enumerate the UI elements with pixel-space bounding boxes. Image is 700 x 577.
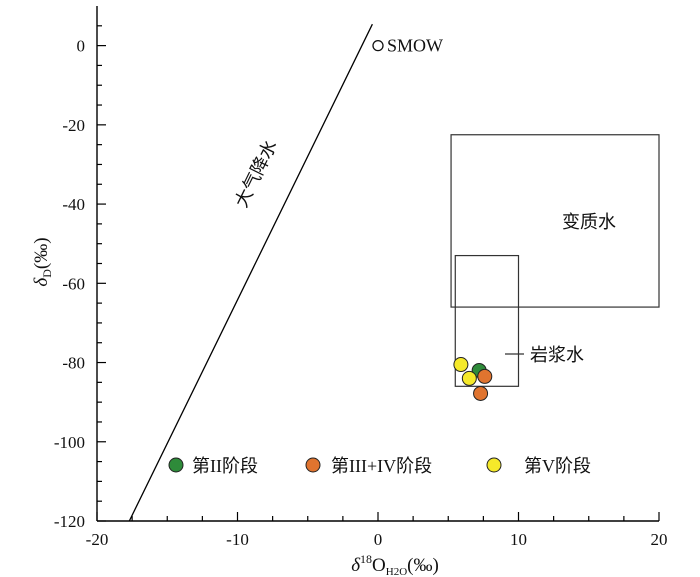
legend-marker-2	[305, 457, 321, 473]
y-axis-label: δD(‰)	[31, 237, 54, 286]
legend-label-2: 第III+IV阶段	[331, 456, 432, 476]
metamorphic-water-box	[450, 134, 660, 308]
metamorphic-water-label: 变质水	[562, 212, 616, 232]
y-tick-label: -20	[62, 116, 85, 135]
magmatic-water-label: 岩浆水	[530, 345, 584, 365]
x-axis-label: δ18OH2O(‰)	[351, 552, 439, 577]
y-tick-label: 0	[77, 37, 86, 56]
axes: 0-20-40-60-80-100-120-20 -10 0 10 20δ18OH2O(…	[31, 6, 668, 577]
smow-marker	[372, 39, 384, 52]
y-tick-label: -40	[62, 195, 85, 214]
data-point-series-3	[453, 357, 469, 373]
legend-label-3: 第V阶段	[524, 456, 591, 476]
magmatic-water-box	[454, 254, 520, 387]
meteoric-water-label: 大气降水	[231, 137, 281, 210]
meteoric-water-line	[128, 23, 373, 522]
smow-label: SMOW	[387, 36, 443, 56]
y-tick-label: -60	[62, 274, 85, 293]
legend-marker-3	[486, 457, 502, 473]
y-tick-label: -120	[54, 512, 85, 531]
legend-marker-1	[168, 457, 184, 473]
legend: 第II阶段 第III+IV阶段 第V阶段	[168, 456, 591, 476]
data-point-series-3	[461, 370, 477, 386]
x-tick-label: -20	[86, 530, 109, 549]
x-tick-label: 10	[510, 530, 527, 549]
y-tick-label: -100	[54, 433, 85, 452]
x-tick-label: 0	[374, 530, 383, 549]
data-point-series-2	[473, 385, 489, 401]
legend-label-1: 第II阶段	[192, 456, 258, 476]
x-tick-label: -10	[226, 530, 249, 549]
x-tick-label: 20	[651, 530, 668, 549]
data-point-series-2	[477, 368, 493, 384]
y-tick-label: -80	[62, 354, 85, 373]
